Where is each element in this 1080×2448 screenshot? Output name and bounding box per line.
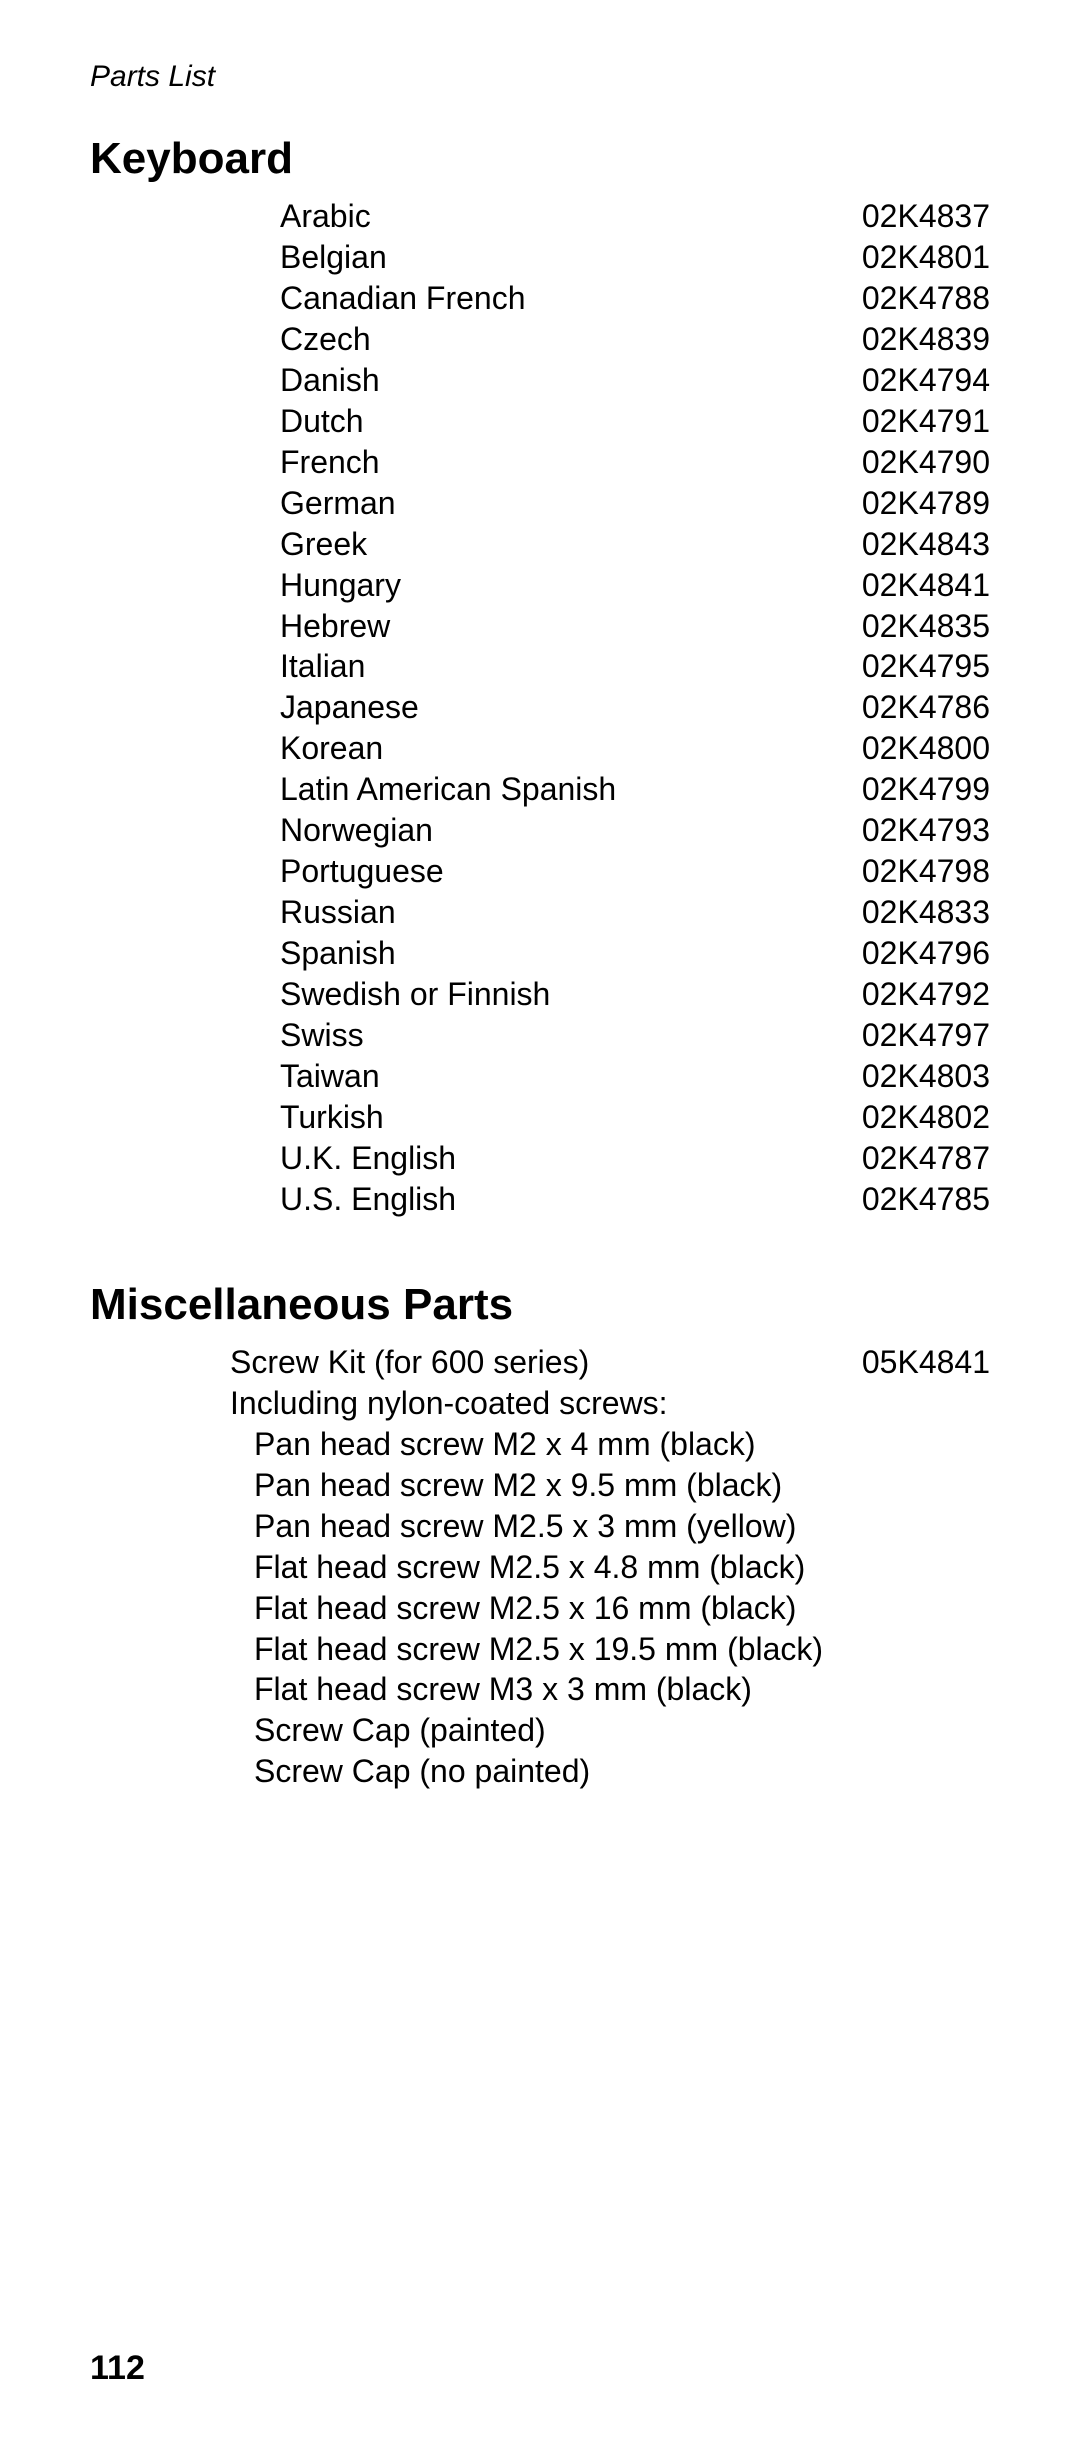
keyboard-name: Belgian	[280, 237, 387, 278]
keyboard-pn: 02K4790	[862, 442, 990, 483]
keyboard-name: Swiss	[280, 1015, 364, 1056]
keyboard-pn: 02K4841	[862, 565, 990, 606]
misc-kit-name: Screw Kit (for 600 series)	[230, 1342, 589, 1383]
keyboard-name: Hungary	[280, 565, 401, 606]
misc-kit-row: Screw Kit (for 600 series) 05K4841	[230, 1342, 990, 1383]
keyboard-name: Greek	[280, 524, 367, 565]
keyboard-pn: 02K4843	[862, 524, 990, 565]
keyboard-name: Dutch	[280, 401, 364, 442]
section-title-keyboard: Keyboard	[90, 134, 990, 184]
keyboard-name: Spanish	[280, 933, 396, 974]
keyboard-row: Hebrew 02K4835	[280, 606, 990, 647]
misc-item: Flat head screw M2.5 x 19.5 mm (black)	[254, 1629, 990, 1670]
keyboard-row: Latin American Spanish 02K4799	[280, 769, 990, 810]
keyboard-pn: 02K4785	[862, 1179, 990, 1220]
misc-subhead: Including nylon-coated screws:	[230, 1383, 990, 1424]
keyboard-row: Turkish 02K4802	[280, 1097, 990, 1138]
misc-item: Flat head screw M2.5 x 16 mm (black)	[254, 1588, 990, 1629]
keyboard-pn: 02K4801	[862, 237, 990, 278]
misc-item: Flat head screw M3 x 3 mm (black)	[254, 1669, 990, 1710]
keyboard-row: Portuguese 02K4798	[280, 851, 990, 892]
keyboard-pn: 02K4799	[862, 769, 990, 810]
keyboard-pn: 02K4796	[862, 933, 990, 974]
keyboard-pn: 02K4788	[862, 278, 990, 319]
keyboard-pn: 02K4789	[862, 483, 990, 524]
keyboard-pn: 02K4797	[862, 1015, 990, 1056]
page: Parts List Keyboard Arabic02K4837Belgian…	[0, 0, 1080, 2448]
keyboard-name: Russian	[280, 892, 396, 933]
keyboard-name: Danish	[280, 360, 380, 401]
keyboard-pn: 02K4786	[862, 687, 990, 728]
section-title-misc: Miscellaneous Parts	[90, 1280, 990, 1330]
keyboard-name: Canadian French	[280, 278, 525, 319]
keyboard-name: Latin American Spanish	[280, 769, 616, 810]
keyboard-row: U.K. English 02K4787	[280, 1138, 990, 1179]
keyboard-name: Norwegian	[280, 810, 433, 851]
keyboard-name: Swedish or Finnish	[280, 974, 550, 1015]
keyboard-row: Russian 02K4833	[280, 892, 990, 933]
keyboard-name: Hebrew	[280, 606, 390, 647]
keyboard-pn: 02K4793	[862, 810, 990, 851]
keyboard-pn: 02K4803	[862, 1056, 990, 1097]
misc-item-list: Pan head screw M2 x 4 mm (black)Pan head…	[254, 1424, 990, 1793]
keyboard-pn: 02K4802	[862, 1097, 990, 1138]
keyboard-name: Arabic	[280, 196, 371, 237]
keyboard-pn: 02K4792	[862, 974, 990, 1015]
keyboard-name: Czech	[280, 319, 371, 360]
keyboard-pn: 02K4798	[862, 851, 990, 892]
keyboard-row: Greek 02K4843	[280, 524, 990, 565]
keyboard-name: German	[280, 483, 396, 524]
keyboard-pn: 02K4833	[862, 892, 990, 933]
keyboard-row: U.S. English 02K4785	[280, 1179, 990, 1220]
keyboard-row: Arabic 02K4837	[280, 196, 990, 237]
keyboard-row: Taiwan 02K4803	[280, 1056, 990, 1097]
keyboard-row: Canadian French 02K4788	[280, 278, 990, 319]
keyboard-row: Hungary 02K4841	[280, 565, 990, 606]
keyboard-name: U.S. English	[280, 1179, 456, 1220]
keyboard-row: Spanish 02K4796	[280, 933, 990, 974]
keyboard-row: German 02K4789	[280, 483, 990, 524]
keyboard-row: Danish 02K4794	[280, 360, 990, 401]
keyboard-name: Portuguese	[280, 851, 444, 892]
keyboard-row: Norwegian 02K4793	[280, 810, 990, 851]
keyboard-pn: 02K4835	[862, 606, 990, 647]
keyboard-pn: 02K4794	[862, 360, 990, 401]
misc-block: Screw Kit (for 600 series) 05K4841 Inclu…	[230, 1342, 990, 1792]
keyboard-row: Swedish or Finnish 02K4792	[280, 974, 990, 1015]
misc-item: Pan head screw M2 x 9.5 mm (black)	[254, 1465, 990, 1506]
keyboard-pn: 02K4839	[862, 319, 990, 360]
keyboard-pn: 02K4787	[862, 1138, 990, 1179]
keyboard-name: Taiwan	[280, 1056, 380, 1097]
misc-item: Flat head screw M2.5 x 4.8 mm (black)	[254, 1547, 990, 1588]
keyboard-row: Italian 02K4795	[280, 646, 990, 687]
running-head: Parts List	[90, 60, 990, 94]
keyboard-list: Arabic02K4837Belgian02K4801Canadian Fren…	[280, 196, 990, 1220]
keyboard-name: French	[280, 442, 380, 483]
keyboard-pn: 02K4795	[862, 646, 990, 687]
keyboard-name: Korean	[280, 728, 383, 769]
keyboard-name: Italian	[280, 646, 365, 687]
keyboard-row: French 02K4790	[280, 442, 990, 483]
keyboard-pn: 02K4800	[862, 728, 990, 769]
keyboard-row: Korean 02K4800	[280, 728, 990, 769]
keyboard-name: Turkish	[280, 1097, 384, 1138]
keyboard-name: Japanese	[280, 687, 419, 728]
keyboard-pn: 02K4837	[862, 196, 990, 237]
page-number: 112	[90, 2349, 145, 2388]
misc-item: Pan head screw M2.5 x 3 mm (yellow)	[254, 1506, 990, 1547]
misc-item: Screw Cap (no painted)	[254, 1751, 990, 1792]
misc-kit-pn: 05K4841	[862, 1342, 990, 1383]
keyboard-name: U.K. English	[280, 1138, 456, 1179]
keyboard-row: Dutch 02K4791	[280, 401, 990, 442]
keyboard-row: Japanese 02K4786	[280, 687, 990, 728]
misc-item: Screw Cap (painted)	[254, 1710, 990, 1751]
keyboard-pn: 02K4791	[862, 401, 990, 442]
keyboard-row: Czech 02K4839	[280, 319, 990, 360]
misc-item: Pan head screw M2 x 4 mm (black)	[254, 1424, 990, 1465]
keyboard-row: Belgian 02K4801	[280, 237, 990, 278]
keyboard-row: Swiss 02K4797	[280, 1015, 990, 1056]
